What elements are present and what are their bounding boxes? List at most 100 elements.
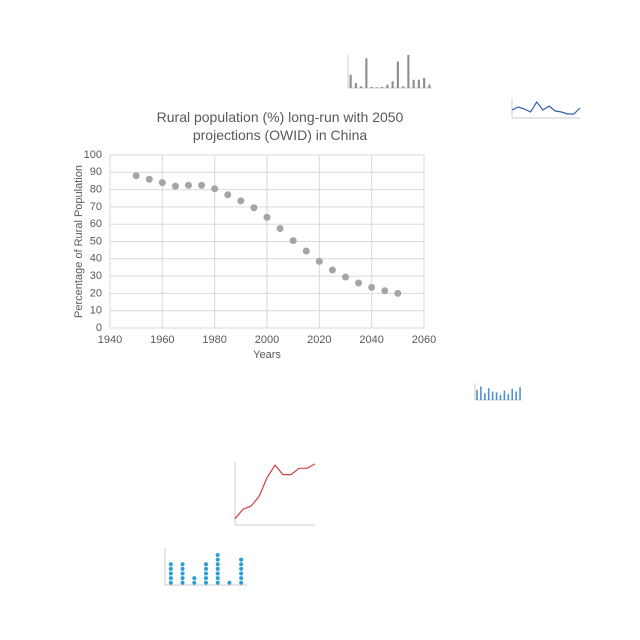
- y-axis-label: Percentage of Rural Population: [73, 165, 85, 318]
- dot: [168, 571, 173, 576]
- dot: [204, 571, 208, 576]
- line: [234, 463, 316, 520]
- dot: [215, 557, 220, 562]
- dot: [168, 562, 173, 567]
- point: [237, 197, 245, 205]
- dot: [215, 552, 220, 557]
- dot: [180, 576, 185, 581]
- y-tick-label: 70: [90, 201, 102, 213]
- bar: [499, 394, 502, 400]
- point: [250, 204, 258, 212]
- dot-column: [227, 580, 232, 585]
- dot: [168, 580, 173, 585]
- point: [315, 257, 323, 265]
- dot: [192, 576, 197, 581]
- x-tick-label: 2000: [255, 334, 279, 346]
- bar: [375, 87, 378, 88]
- bar: [402, 86, 405, 88]
- point: [224, 191, 232, 199]
- point: [368, 283, 376, 291]
- bar: [412, 79, 415, 88]
- dot: [180, 580, 185, 585]
- point: [198, 181, 206, 189]
- dot-column: [215, 552, 220, 585]
- y-tick-label: 20: [90, 287, 102, 299]
- bar: [391, 81, 394, 88]
- dot: [227, 580, 232, 585]
- dot-column: [204, 562, 208, 585]
- dot-column: [168, 562, 173, 585]
- bar: [515, 391, 517, 400]
- y-tick-label: 40: [90, 253, 102, 265]
- bar: [365, 58, 368, 88]
- dot: [239, 580, 244, 585]
- y-tick-label: 90: [90, 166, 102, 178]
- point: [289, 237, 297, 245]
- chart-title: Rural population (%) long-run with 2050 p…: [157, 109, 404, 143]
- bar: [360, 86, 363, 88]
- bar: [507, 394, 510, 400]
- dot: [215, 580, 220, 585]
- bar: [407, 55, 410, 88]
- bar: [491, 391, 494, 400]
- dot: [192, 580, 197, 585]
- bar: [354, 83, 357, 88]
- dot: [215, 571, 220, 576]
- bar: [349, 74, 352, 88]
- dot-column: [192, 576, 197, 585]
- dot: [239, 557, 244, 562]
- bar: [503, 390, 506, 400]
- plot-border: [109, 154, 425, 329]
- bar: [511, 388, 513, 400]
- bar: [495, 392, 498, 400]
- point: [394, 289, 402, 297]
- point: [381, 287, 389, 295]
- point: [342, 273, 349, 281]
- x-tick-label: 1940: [98, 334, 122, 346]
- bar: [428, 84, 431, 88]
- dot-column: [180, 562, 185, 585]
- y-tick-label: 80: [90, 184, 102, 196]
- y-tick-label: 50: [90, 235, 102, 247]
- bar: [417, 79, 420, 88]
- bar: [370, 87, 373, 88]
- dot: [168, 576, 173, 581]
- x-axis-label: Years: [253, 349, 281, 361]
- bar: [519, 387, 521, 400]
- x-tick-label: 2060: [412, 334, 436, 346]
- point: [211, 185, 219, 193]
- y-tick-label: 10: [90, 305, 102, 317]
- point: [171, 182, 179, 190]
- dot: [239, 562, 244, 567]
- y-tick-label: 30: [90, 270, 102, 282]
- x-tick-label: 2040: [359, 334, 383, 346]
- dot: [180, 566, 185, 571]
- dot: [215, 576, 220, 581]
- point: [328, 266, 336, 274]
- point: [185, 181, 192, 189]
- point: [302, 247, 310, 255]
- point: [263, 213, 271, 221]
- dot-column: [239, 557, 244, 585]
- x-tick-label: 1960: [150, 334, 174, 346]
- y-tick-label: 0: [96, 322, 102, 334]
- bar: [386, 84, 389, 88]
- dot: [204, 566, 208, 571]
- dot: [204, 562, 208, 567]
- bar: [396, 61, 399, 88]
- bar: [487, 388, 490, 400]
- bar: [480, 386, 482, 400]
- point: [355, 279, 363, 287]
- point: [158, 179, 166, 187]
- y-tick-label: 60: [90, 218, 102, 230]
- bar: [476, 389, 478, 400]
- dot: [215, 566, 220, 571]
- point: [145, 175, 153, 183]
- point: [276, 225, 284, 233]
- dot: [215, 562, 220, 567]
- dot: [204, 580, 208, 585]
- y-tick-label: 100: [84, 149, 102, 161]
- point: [132, 172, 140, 180]
- bar: [484, 393, 486, 400]
